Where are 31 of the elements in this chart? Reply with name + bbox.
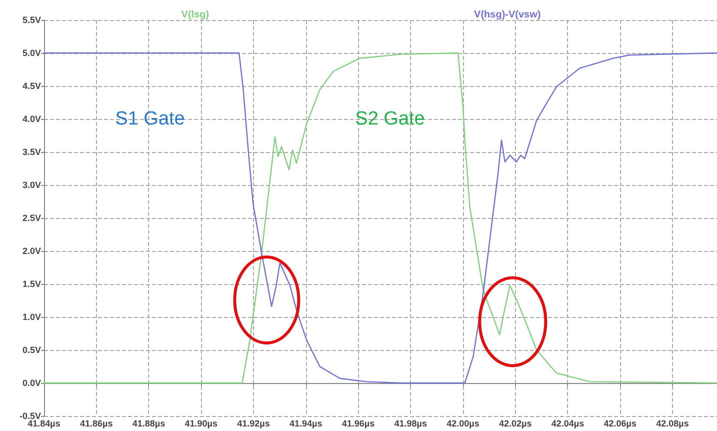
y-tick-label: 3.0V: [22, 180, 41, 190]
x-tick-label: 42.04µs: [551, 418, 584, 428]
y-tick-label: 0.0V: [22, 378, 41, 388]
text: V(lsg): [181, 10, 210, 20]
y-tick-label: 2.5V: [22, 213, 41, 223]
x-tick-label: 41.86µs: [80, 418, 113, 428]
y-tick-label: 0.5V: [22, 345, 41, 355]
y-tick-label: 2.0V: [22, 246, 41, 256]
annotation: S1 Gate: [115, 108, 185, 130]
annotation: S2 Gate: [355, 108, 425, 130]
x-tick-label: 41.90µs: [184, 418, 218, 428]
y-tick-label: 5.5V: [22, 15, 41, 25]
x-tick-label: 41.94µs: [290, 418, 322, 428]
x-tick-label: 42.00µs: [446, 418, 480, 428]
y-tick-label: 4.0V: [22, 114, 41, 124]
y-tick-label: 3.5V: [22, 147, 41, 157]
x-tick-label: 41.92µs: [237, 418, 270, 428]
y-tick-label: -0.5V: [19, 411, 41, 421]
x-tick-label: 41.88µs: [132, 418, 166, 428]
x-tick-label: 42.08µs: [656, 418, 689, 428]
line-series: [43, 52, 717, 384]
x-tick-label: 41.96µs: [342, 418, 375, 428]
y-tick-label: 1.0V: [22, 312, 41, 322]
x-tick-label: 41.98µs: [394, 418, 427, 428]
x-tick-label: 42.06µs: [604, 418, 636, 428]
x-tick-label: 41.84µs: [28, 418, 60, 428]
x-tick-label: 42.02µs: [499, 418, 532, 428]
y-tick-label: 5.0V: [22, 48, 41, 58]
y-tick-label: 4.5V: [22, 81, 41, 91]
text: V(hsg)-V(vsw): [474, 10, 541, 20]
y-tick-label: 1.5V: [22, 279, 41, 289]
